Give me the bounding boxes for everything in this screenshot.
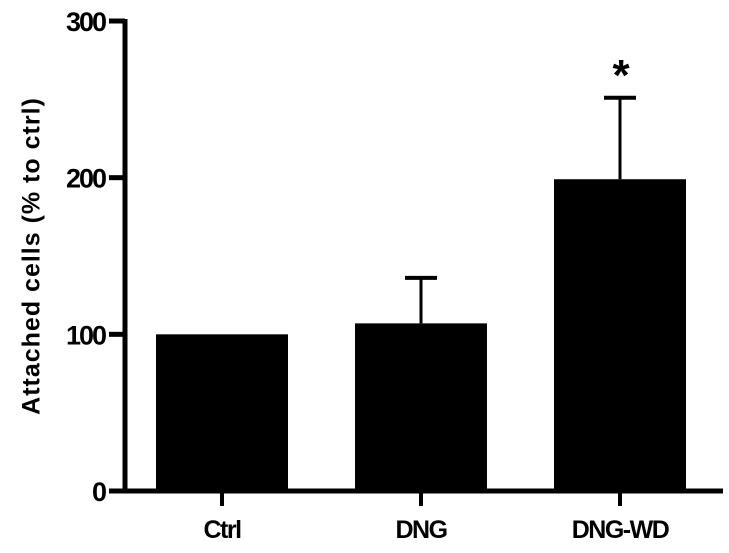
bar-dng-wd [554, 179, 686, 491]
bar-ctrl [156, 334, 288, 491]
x-tick-label: DNG-WD [572, 516, 669, 544]
x-tick-label: DNG [395, 516, 446, 544]
y-tick-label: 0 [92, 477, 106, 507]
plot-area: Ctrl DNG DNG-WD 0 100 200 300 * [66, 7, 723, 544]
y-tick-label: 200 [66, 164, 106, 194]
significance-asterisk: * [612, 51, 630, 100]
y-tick-label: 100 [66, 320, 106, 350]
bar-dng [355, 323, 487, 491]
y-axis-label: Attached cells (% to ctrl) [18, 97, 46, 415]
x-tick-label: Ctrl [203, 516, 241, 544]
y-tick-label: 300 [66, 7, 106, 37]
